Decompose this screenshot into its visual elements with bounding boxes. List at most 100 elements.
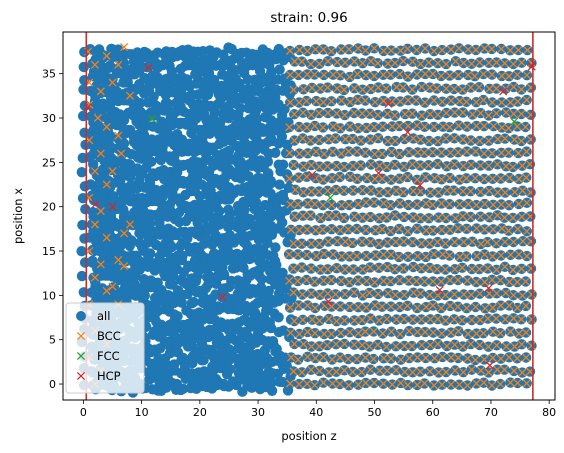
bcc-marker: [441, 265, 450, 274]
y-tick-label: 35: [42, 68, 56, 81]
bcc-marker: [303, 46, 312, 56]
atom-point: [177, 250, 188, 261]
bcc-marker: [437, 225, 446, 234]
bcc-marker: [522, 173, 531, 182]
bcc-marker: [337, 45, 346, 54]
bcc-marker: [298, 134, 307, 143]
atom-point: [251, 113, 263, 125]
bcc-marker: [487, 381, 496, 390]
atom-point: [88, 226, 99, 237]
bcc-marker: [289, 264, 298, 273]
bcc-marker: [425, 239, 434, 248]
atom-point: [177, 352, 189, 363]
bcc-marker: [336, 328, 345, 337]
bcc-marker: [315, 342, 324, 351]
bcc-marker: [492, 289, 501, 298]
bcc-marker: [285, 174, 294, 183]
bcc-marker: [337, 96, 346, 105]
bcc-marker: [358, 213, 367, 222]
bcc-marker: [315, 162, 324, 171]
bcc-marker: [488, 303, 497, 312]
bcc-marker: [286, 225, 296, 234]
bcc-marker: [442, 341, 451, 351]
bcc-marker: [500, 134, 510, 143]
bcc-marker: [382, 84, 391, 93]
bcc-marker: [96, 149, 105, 158]
bcc-marker: [332, 367, 341, 376]
bcc-marker: [354, 200, 363, 209]
fcc-marker: [148, 114, 157, 123]
bcc-marker: [102, 286, 111, 295]
bcc-marker: [496, 301, 505, 310]
bcc-marker: [463, 276, 472, 285]
atom-point: [266, 66, 277, 77]
bcc-marker: [455, 252, 464, 261]
bcc-marker: [510, 342, 519, 351]
bcc-marker: [332, 161, 341, 171]
bcc-marker: [454, 224, 463, 233]
bcc-marker: [307, 110, 316, 119]
bcc-marker: [350, 212, 359, 221]
bcc-marker: [286, 98, 295, 107]
bcc-marker: [454, 44, 464, 53]
bcc-marker: [391, 237, 400, 246]
bcc-marker: [399, 264, 408, 273]
x-tick-label: 60: [426, 406, 440, 419]
bcc-marker: [441, 134, 451, 143]
bcc-marker: [339, 85, 349, 94]
hcp-marker: [435, 285, 444, 295]
bcc-marker: [500, 213, 509, 222]
bcc-marker: [450, 238, 459, 247]
bcc-marker: [299, 162, 308, 171]
bcc-marker: [387, 46, 396, 55]
bcc-marker: [497, 98, 506, 107]
bcc-marker: [392, 83, 401, 92]
bcc-marker: [395, 70, 404, 79]
bcc-marker: [513, 70, 522, 79]
bcc-marker: [489, 225, 498, 234]
atom-point: [277, 267, 288, 278]
bcc-marker: [371, 226, 380, 235]
bcc-marker: [527, 341, 536, 350]
bcc-marker: [487, 44, 496, 53]
bcc-marker: [506, 46, 515, 55]
bcc-marker: [475, 83, 484, 92]
bcc-marker: [432, 265, 442, 274]
atom-point: [163, 98, 174, 110]
hcp-marker: [324, 297, 333, 306]
bcc-marker: [481, 304, 490, 313]
bcc-marker: [286, 328, 295, 337]
bcc-marker: [483, 314, 492, 323]
bcc-marker: [496, 354, 505, 363]
bcc-marker: [428, 69, 437, 78]
atom-point: [151, 184, 162, 196]
x-tick-label: 20: [193, 406, 207, 419]
bcc-marker: [333, 58, 342, 67]
bcc-marker: [416, 367, 425, 376]
atom-point: [250, 196, 262, 208]
bcc-marker: [492, 314, 501, 323]
bcc-marker: [108, 167, 117, 176]
atom-point: [148, 91, 159, 103]
bcc-marker: [451, 366, 460, 375]
bcc-marker: [90, 167, 100, 176]
bcc-marker: [295, 122, 304, 132]
bcc-marker: [517, 109, 526, 119]
atom-point: [223, 145, 235, 157]
bcc-marker: [371, 251, 380, 260]
bcc-marker: [102, 233, 111, 242]
bcc-marker: [394, 252, 403, 261]
bcc-marker: [390, 211, 400, 220]
bcc-marker: [396, 378, 405, 387]
bcc-marker: [403, 381, 412, 390]
bcc-marker: [425, 83, 434, 92]
bcc-marker: [362, 198, 371, 207]
bcc-marker: [289, 239, 298, 248]
bcc-marker: [446, 301, 455, 310]
bcc-marker: [447, 353, 456, 362]
bcc-marker: [446, 148, 455, 157]
bcc-marker: [297, 239, 306, 248]
bcc-marker: [358, 316, 367, 325]
bcc-marker: [391, 136, 400, 145]
atom-point: [230, 65, 241, 76]
